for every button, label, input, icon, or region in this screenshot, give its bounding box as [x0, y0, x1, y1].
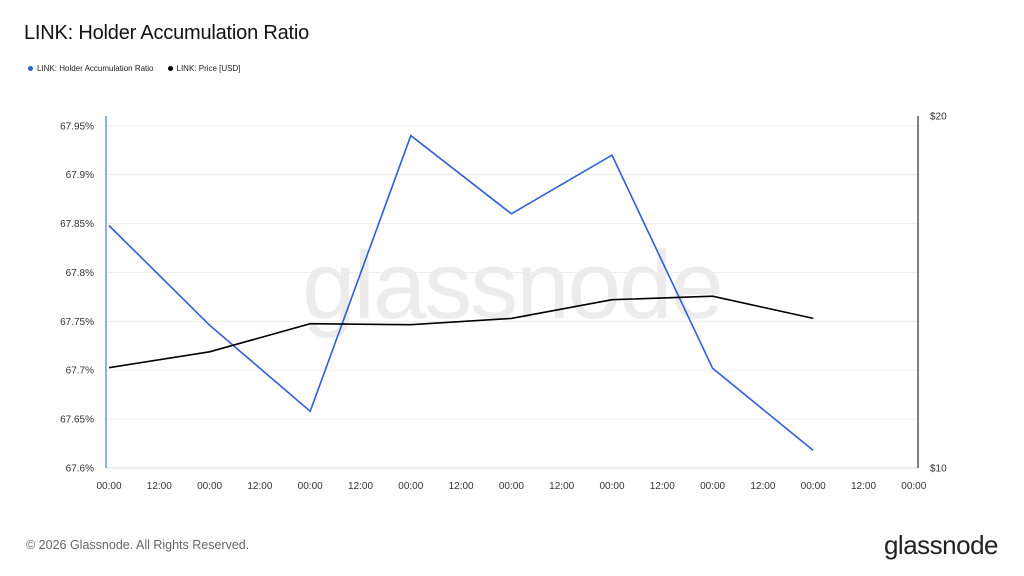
x-tick-label: 00:00: [298, 481, 323, 492]
x-tick-label: 12:00: [247, 481, 272, 492]
y-tick-label-left: 67.9%: [66, 170, 94, 181]
x-tick-label: 00:00: [398, 481, 423, 492]
x-tick-label: 12:00: [549, 481, 574, 492]
y-tick-label-left: 67.8%: [66, 268, 94, 279]
x-tick-label: 00:00: [499, 481, 524, 492]
y-tick-label-left: 67.95%: [60, 121, 94, 132]
y-tick-label-left: 67.65%: [60, 415, 94, 426]
y-tick-label-left: 67.7%: [66, 366, 94, 377]
y-tick-label-right: $10: [930, 464, 947, 475]
x-tick-label: 12:00: [851, 481, 876, 492]
x-tick-label: 00:00: [599, 481, 624, 492]
brand-logo: glassnode: [884, 530, 998, 561]
x-tick-label: 12:00: [147, 481, 172, 492]
x-tick-label: 12:00: [348, 481, 373, 492]
y-tick-label-left: 67.6%: [66, 464, 94, 475]
y-tick-label-left: 67.85%: [60, 219, 94, 230]
x-tick-label: 00:00: [700, 481, 725, 492]
x-tick-label: 12:00: [650, 481, 675, 492]
x-tick-label: 00:00: [96, 481, 121, 492]
copyright-text: © 2026 Glassnode. All Rights Reserved.: [26, 538, 249, 552]
x-tick-label: 12:00: [449, 481, 474, 492]
x-tick-label: 00:00: [801, 481, 826, 492]
x-tick-label: 12:00: [750, 481, 775, 492]
y-tick-label-left: 67.75%: [60, 317, 94, 328]
y-tick-label-right: $20: [930, 112, 947, 123]
watermark: glassnode: [302, 232, 722, 339]
x-tick-label: 00:00: [901, 481, 926, 492]
x-tick-label: 00:00: [197, 481, 222, 492]
